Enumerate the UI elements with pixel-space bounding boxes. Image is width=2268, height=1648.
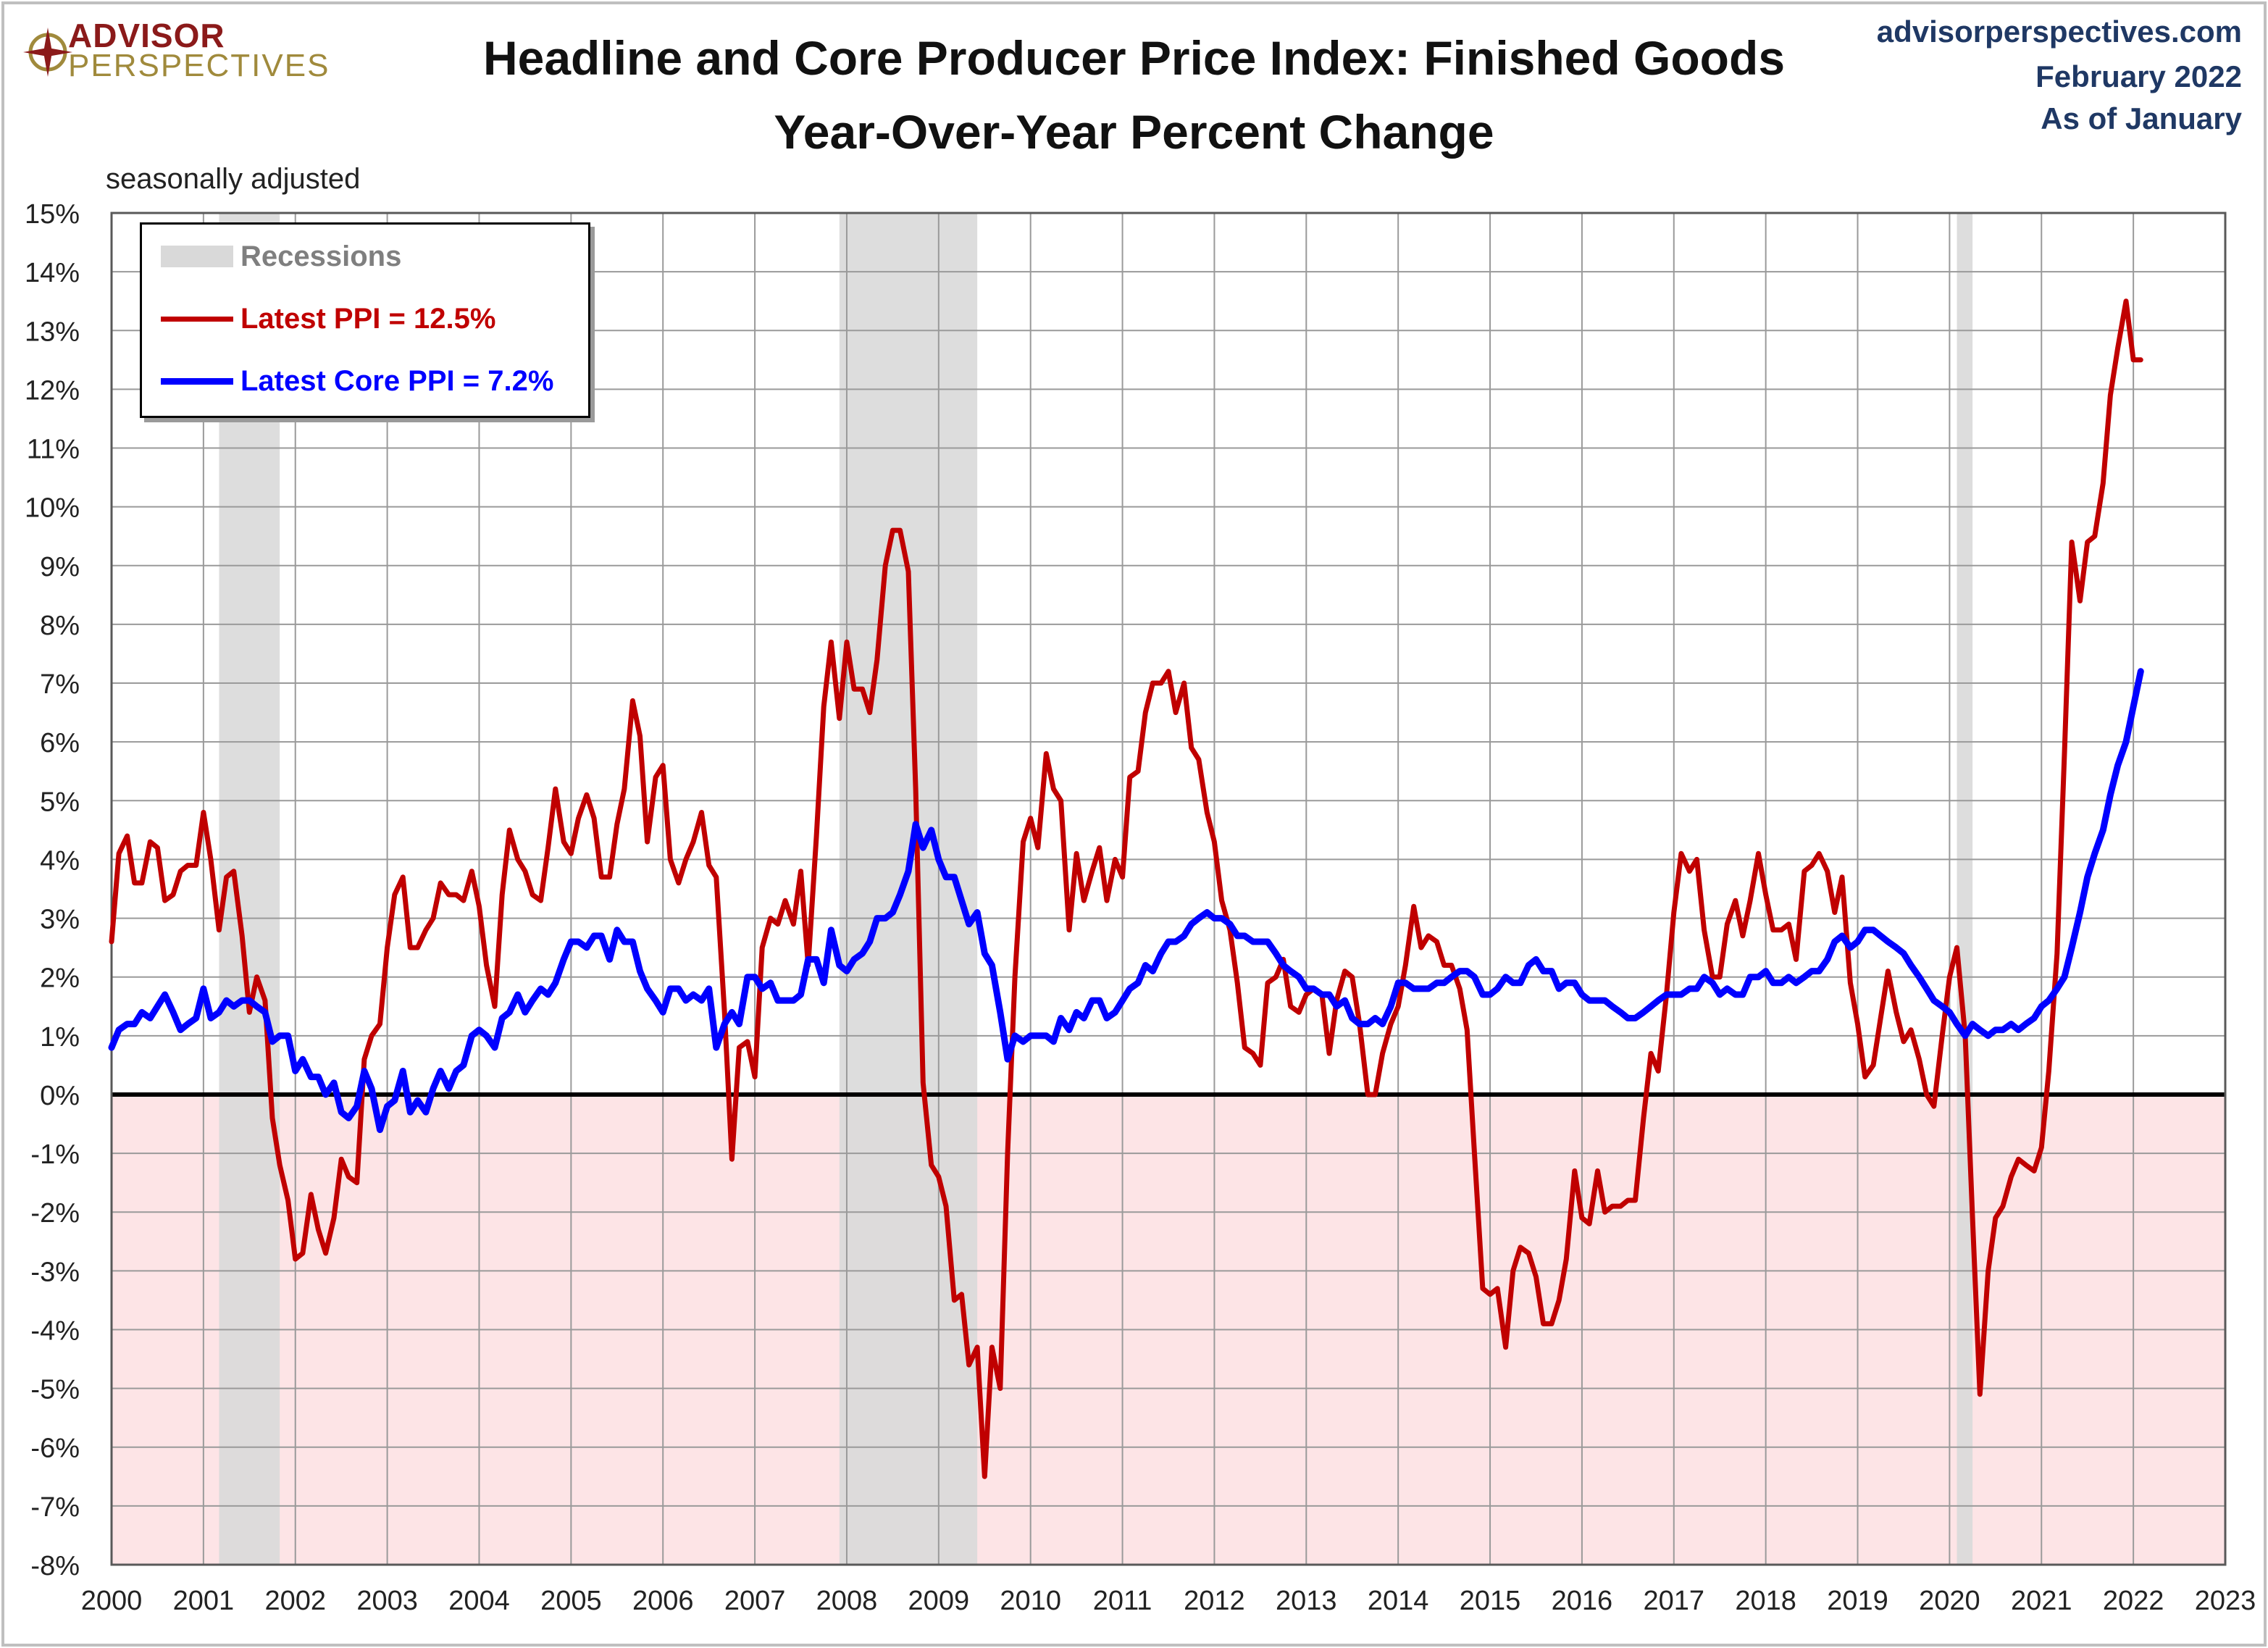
x-tick-label: 2000 — [81, 1586, 143, 1616]
y-tick-label: 0% — [40, 1081, 80, 1111]
as-of-label: As of January — [2041, 101, 2242, 135]
y-tick-label: 13% — [25, 317, 80, 347]
x-tick-label: 2023 — [2195, 1586, 2256, 1616]
plot-area: 15% 14% 13% 12% 11% 10% 9% 8% 7% 6% 5% 4% 3% 2% 1% 0% -1… — [25, 199, 2256, 1616]
logo-compass-icon — [23, 28, 72, 77]
x-tick-label: 2009 — [908, 1586, 970, 1616]
x-tick-label: 2014 — [1368, 1586, 1429, 1616]
x-tick-label: 2003 — [356, 1586, 418, 1616]
x-tick-label: 2016 — [1552, 1586, 1613, 1616]
legend-label-recessions: Recessions — [240, 240, 402, 272]
x-tick-label: 2004 — [448, 1586, 510, 1616]
y-tick-label: 1% — [40, 1022, 80, 1053]
x-tick-label: 2006 — [632, 1586, 694, 1616]
y-tick-label: -7% — [30, 1492, 80, 1523]
x-tick-label: 2017 — [1644, 1586, 1705, 1616]
x-tick-label: 2010 — [1000, 1586, 1061, 1616]
x-tick-label: 2005 — [540, 1586, 602, 1616]
x-tick-label: 2018 — [1735, 1586, 1796, 1616]
x-tick-label: 2002 — [264, 1586, 326, 1616]
logo-text-perspectives: PERSPECTIVES — [68, 48, 330, 83]
x-tick-label: 2008 — [816, 1586, 878, 1616]
x-tick-label: 2021 — [2011, 1586, 2072, 1616]
y-tick-label: 8% — [40, 611, 80, 641]
x-tick-label: 2012 — [1184, 1586, 1245, 1616]
y-tick-label: 9% — [40, 552, 80, 582]
recession-band-0 — [219, 213, 280, 1565]
y-tick-label: 3% — [40, 905, 80, 935]
plot-border — [110, 212, 2227, 1566]
chart-title-line1: Headline and Core Producer Price Index: … — [482, 31, 1786, 85]
x-tick-label: 2019 — [1827, 1586, 1888, 1616]
recession-band-2 — [1957, 213, 1973, 1565]
site-url: advisorperspectives.com — [1876, 14, 2242, 49]
y-tick-label: 7% — [40, 669, 80, 700]
chart-legend: Recessions Latest PPI = 12.5% Latest Cor… — [140, 222, 590, 418]
logo-text-advisor: ADVISOR — [68, 17, 225, 54]
legend-swatch-core — [161, 377, 233, 385]
chart-title-line2: Year-Over-Year Percent Change — [774, 105, 1494, 159]
x-tick-label: 2022 — [2103, 1586, 2164, 1616]
y-tick-label: -1% — [30, 1139, 80, 1170]
y-tick-label: -4% — [30, 1316, 80, 1346]
y-tick-label: -8% — [30, 1551, 80, 1581]
x-tick-label: 2011 — [1093, 1586, 1152, 1616]
recession-band-1 — [839, 213, 978, 1565]
publish-date: February 2022 — [2035, 59, 2242, 93]
y-tick-label: 10% — [25, 493, 80, 524]
y-tick-label: -2% — [30, 1198, 80, 1229]
y-tick-label: 2% — [40, 963, 80, 994]
legend-item-ppi: Latest PPI = 12.5% — [161, 297, 495, 340]
seasonally-adjusted-note: seasonally adjusted — [106, 163, 361, 195]
legend-swatch-ppi — [161, 316, 233, 322]
ppi-series-line — [109, 298, 2143, 1479]
x-tick-label: 2007 — [724, 1586, 786, 1616]
y-tick-label: 6% — [40, 728, 80, 758]
y-tick-label: 15% — [25, 199, 80, 230]
y-tick-label: 4% — [40, 845, 80, 876]
y-tick-label: -6% — [30, 1434, 80, 1464]
x-tick-label: 2020 — [1919, 1586, 1980, 1616]
legend-item-recessions: Recessions — [161, 235, 401, 278]
y-tick-label: -3% — [30, 1257, 80, 1287]
y-tick-label: 12% — [25, 375, 80, 406]
y-tick-label: 5% — [40, 787, 80, 817]
legend-label-ppi: Latest PPI = 12.5% — [240, 302, 496, 335]
x-tick-label: 2015 — [1460, 1586, 1521, 1616]
x-tick-label: 2013 — [1276, 1586, 1337, 1616]
y-tick-label: 11% — [27, 435, 80, 465]
x-tick-label: 2001 — [173, 1586, 235, 1616]
y-tick-label: 14% — [25, 258, 80, 288]
core-ppi-series-line — [108, 668, 2144, 1134]
legend-item-core: Latest Core PPI = 7.2% — [161, 359, 553, 403]
y-tick-label: -5% — [30, 1375, 80, 1405]
legend-label-core: Latest Core PPI = 7.2% — [240, 364, 554, 397]
legend-swatch-recessions — [161, 246, 233, 267]
